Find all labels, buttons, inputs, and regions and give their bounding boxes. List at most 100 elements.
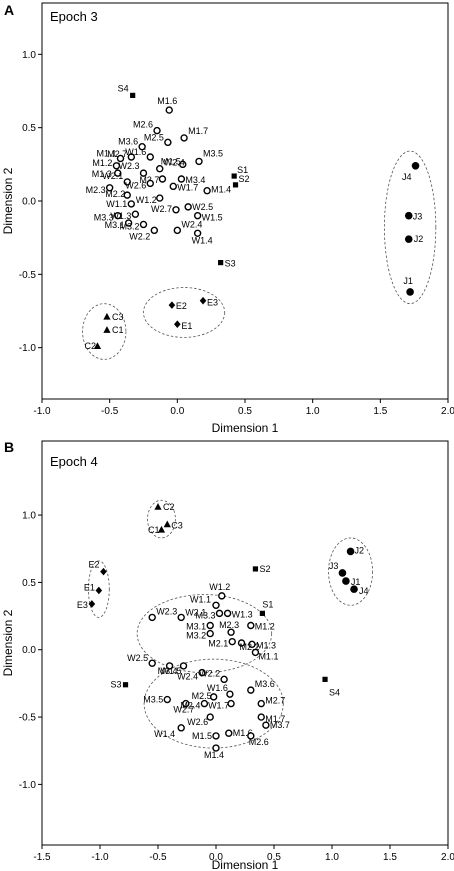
x-tick-label-b: 1.5 [383,852,397,863]
point-label: J4 [402,172,412,182]
point-label: W1.3 [110,211,131,221]
point-label: W2.7 [151,204,172,214]
data-point-w2-1 [123,178,131,186]
data-point-w1-3 [223,609,232,618]
point-label: W2.4 [181,219,202,229]
data-point-m3-1 [206,621,214,630]
data-point-s1 [259,610,265,616]
point-label: M2.5 [192,691,212,701]
point-label: S1 [237,165,248,175]
plot-frame-b [41,440,449,846]
data-point-m3-1 [124,219,133,227]
data-point-c1 [157,525,166,533]
point-label: M3.6 [118,137,138,147]
point-label: M3.2 [119,221,139,231]
data-point-w1-6 [146,153,154,161]
point-label: W1.4 [192,235,213,245]
x-tick-label-b: -1.5 [33,852,51,863]
data-point-m3-5 [163,695,171,704]
data-point-e1 [174,320,181,328]
point-label: M3.4 [185,175,205,185]
point-label: W2.2 [199,668,220,678]
panel-b: B Epoch 4 Dimension 1 Dimension 2 -1.5 -1… [1,439,454,871]
y-tick-label-b: -0.5 [19,713,37,724]
data-point-m3-2 [139,220,148,229]
cluster-ellipse [383,150,437,305]
data-point-c1 [103,326,111,333]
data-point-m2-2 [237,639,246,647]
point-label: J3 [413,212,423,222]
data-point-m2-4 [200,699,209,708]
point-label: M1.5 [192,731,212,741]
point-label: E2 [176,301,187,311]
point-label: M2.6 [133,120,153,130]
data-point-m3-5 [195,157,203,166]
x-tick-label-a: 0.0 [170,406,184,417]
data-point-m1-2 [247,621,255,630]
x-tick-label-a: -1.0 [33,406,51,417]
data-point-s3 [122,682,129,688]
y-tick-label-b: -1.0 [19,780,37,791]
cluster-ellipse [136,594,273,674]
point-label: W1.7 [208,701,229,711]
point-label: M2.2 [240,642,260,652]
data-point-e2 [100,567,107,576]
data-point-e2 [168,301,176,309]
point-label: S4 [118,83,129,93]
data-point-w2-5 [184,203,192,211]
panel-title-a: Epoch 3 [50,9,98,24]
point-label: C3 [112,312,124,322]
point-label: M2.7 [107,149,127,159]
point-label: M1.7 [188,126,208,136]
data-point-m1-1 [116,154,125,163]
point-label: W2.1 [102,171,123,181]
point-label: M2.2 [105,189,125,199]
point-label: M3.2 [186,631,206,641]
point-label: W2.6 [187,717,208,727]
point-label: M3.6 [255,679,275,689]
data-point-s2 [232,182,239,188]
data-point-j3 [404,211,413,220]
data-point-m2-6 [247,732,255,740]
x-tick-label-a: -0.5 [101,406,119,417]
data-point-m2-3 [105,184,114,192]
point-label: W2.6 [125,180,146,190]
data-point-c3 [163,520,171,528]
point-label: M1.6 [157,96,177,106]
point-label: W1.5 [161,666,182,676]
data-point-s4 [322,676,328,682]
data-point-s4 [130,92,136,98]
data-point-w2-5 [148,659,156,667]
point-label: C1 [148,525,160,535]
point-label: M1.2 [255,621,275,631]
point-label: S2 [259,564,270,574]
plot-frame-a [41,2,449,400]
point-label: M2.4 [180,701,200,711]
point-label: W1.6 [207,683,228,693]
x-tick-label-b: 0.0 [209,852,223,863]
data-point-w1-4 [193,229,202,237]
point-label: W2.5 [127,653,148,663]
data-point-m1-3 [114,169,122,177]
data-point-w2-1 [177,613,185,622]
x-tick-label-a: 0.5 [238,406,252,417]
point-label: S3 [111,680,122,690]
data-point-w2-6 [146,179,154,188]
point-label: M1.5 [161,156,181,166]
data-point-j2 [404,235,413,243]
point-label: M1.2 [92,158,112,168]
data-point-w1-5 [179,662,188,670]
point-label: C3 [171,520,183,530]
point-label: S2 [239,174,250,184]
point-label: J3 [329,561,339,571]
panel-title-b: Epoch 4 [50,454,98,469]
point-label: W1.7 [177,182,198,192]
data-point-m2-5 [164,138,172,147]
data-point-j4 [350,585,358,593]
data-point-m3-6 [247,686,255,694]
data-point-m1-4 [212,744,220,752]
data-point-m1-2 [112,162,121,170]
data-point-s2 [252,566,259,572]
data-point-w2-4 [198,668,206,677]
point-label: J2 [355,545,365,555]
